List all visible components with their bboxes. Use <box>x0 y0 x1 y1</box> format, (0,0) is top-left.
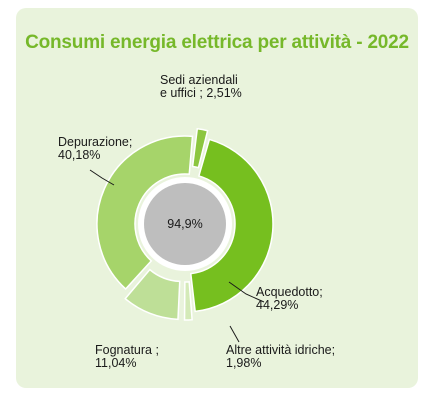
slice-label: Depurazione; 40,18% <box>58 135 132 162</box>
slice-acquedotto <box>189 138 274 313</box>
donut-chart: 94,9% Acquedotto; 44,29% Altre attività idr… <box>58 73 335 370</box>
slice-sedi-aziendali-e-uffici <box>191 127 209 169</box>
chart-card: Consumi energia elettrica per attività -… <box>16 8 418 388</box>
slice-altre-attivit-idriche <box>183 281 193 321</box>
slice-depurazione <box>96 135 194 291</box>
slice-fognatura <box>124 268 181 321</box>
slice-label: Acquedotto; 44,29% <box>256 285 323 312</box>
leader-line <box>89 169 115 186</box>
slice-label: Fognatura ; 11,04% <box>95 343 159 370</box>
leader-line <box>228 281 265 303</box>
slice-label: Sedi aziendali e uffici ; 2,51% <box>160 73 242 100</box>
center-label: 94,9% <box>167 217 202 231</box>
slice-label: Altre attività idriche; 1,98% <box>226 343 335 370</box>
chart-title: Consumi energia elettrica per attività -… <box>25 32 409 53</box>
leader-line <box>229 325 240 343</box>
center-disc <box>144 183 226 265</box>
